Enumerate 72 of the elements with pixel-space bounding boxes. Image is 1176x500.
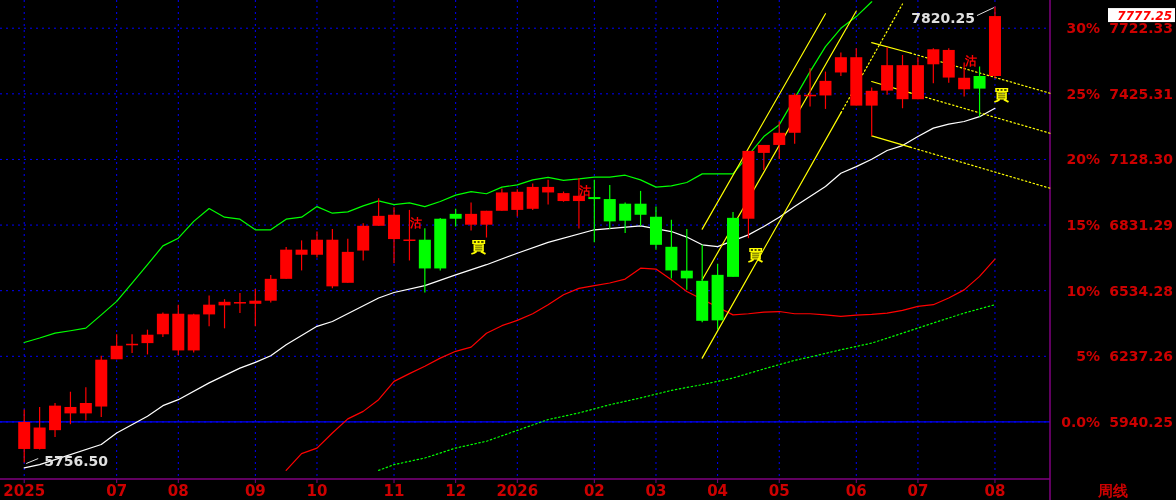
y2-tick-label: 20% [1066, 151, 1100, 168]
candlestick [834, 51, 847, 77]
y-tick-label: 6534.28 [1109, 282, 1173, 299]
x-tick-label: 10 [306, 482, 328, 500]
y2-tick-label: 25% [1066, 85, 1100, 102]
y2-tick-label: 30% [1066, 20, 1100, 37]
candlestick [757, 144, 770, 171]
candlestick [603, 184, 616, 230]
x-tick-label: 07 [106, 482, 128, 500]
x-tick-label: 11 [383, 482, 405, 500]
candlestick [310, 230, 323, 258]
candlestick [249, 288, 262, 327]
candlestick [973, 65, 986, 118]
annotation: 買 [469, 238, 486, 257]
x-tick-label: 06 [845, 482, 867, 500]
candlestick [526, 183, 539, 211]
y-tick-label: 7722.33 [1109, 20, 1173, 37]
annotation: 沽 [578, 183, 592, 198]
candlestick [680, 228, 693, 291]
candlestick [79, 386, 92, 421]
y-tick-label: 7128.30 [1109, 151, 1174, 168]
candlestick [64, 391, 77, 425]
candlestick [927, 47, 940, 84]
annotation: 沽 [963, 54, 977, 69]
line-series [23, 107, 996, 469]
annotation: 沽 [408, 216, 422, 231]
x-tick-label: 04 [707, 482, 729, 500]
line-series [378, 304, 996, 471]
x-tick-label: 12 [445, 482, 467, 500]
candlestick [865, 86, 878, 137]
candlestick [156, 311, 169, 338]
annotation: 買 [993, 86, 1010, 105]
y-tick-label: 7425.31 [1109, 85, 1173, 102]
candlestick [33, 406, 46, 451]
y-tick-label: 5940.25 [1109, 413, 1173, 430]
x-tick-label: 2025 [3, 482, 46, 500]
candlestick [465, 201, 478, 232]
candlestick [110, 333, 123, 360]
candlestick [372, 197, 385, 227]
line-series [23, 1, 873, 344]
x-tick-label: 09 [244, 482, 266, 500]
x-tick-label: 03 [645, 482, 667, 500]
y2-tick-label: 0.0% [1061, 413, 1100, 430]
text: 7777.25 [1117, 8, 1172, 23]
text: 周线 [1097, 482, 1128, 500]
candlestick [665, 219, 678, 279]
candlestick [295, 239, 308, 272]
candlestick [542, 179, 555, 206]
candlestick [203, 294, 216, 327]
candlestick [511, 188, 524, 218]
x-tick-label: 08 [167, 482, 189, 500]
x-tick-label: 02 [583, 482, 605, 500]
candlestick [264, 274, 277, 304]
candlestick [619, 201, 632, 234]
y2-tick-label: 5% [1076, 348, 1100, 365]
x-tick-label: 07 [907, 482, 929, 500]
y2-tick-label: 15% [1066, 217, 1100, 234]
candlestick [819, 70, 832, 110]
candlestick [495, 187, 508, 212]
annotation: 5756.50 [44, 452, 109, 469]
candlestick [141, 329, 154, 355]
y-tick-label: 6237.26 [1109, 348, 1173, 365]
candlestick [480, 210, 493, 239]
y-tick-label: 6831.29 [1109, 217, 1173, 234]
annotation: 7820.25 [911, 9, 975, 26]
candlestick [634, 190, 647, 227]
x-tick-label: 08 [984, 482, 1006, 500]
candlestick [233, 292, 246, 314]
candlestick [773, 120, 786, 160]
y2-tick-label: 10% [1066, 282, 1100, 299]
x-tick-label: 05 [768, 482, 790, 500]
x-tick-label: 2026 [496, 482, 539, 500]
